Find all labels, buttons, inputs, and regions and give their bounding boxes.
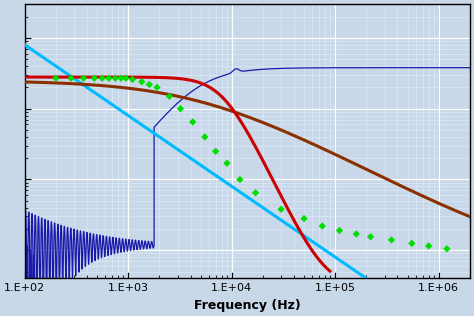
Point [138, 79, 146, 84]
Point [111, 76, 119, 81]
Point [252, 190, 259, 195]
Point [67, 76, 75, 81]
Point [408, 241, 416, 246]
Point [201, 134, 209, 139]
Point [388, 237, 395, 242]
Point [105, 76, 113, 81]
Point [336, 228, 343, 233]
Point [80, 76, 87, 81]
Point [99, 76, 106, 81]
Point [353, 231, 360, 236]
Point [319, 223, 326, 228]
Point [52, 76, 60, 81]
X-axis label: Frequency (Hz): Frequency (Hz) [194, 299, 301, 312]
Point [129, 77, 137, 82]
Point [189, 119, 197, 125]
Point [153, 85, 161, 90]
Point [117, 76, 125, 81]
Point [212, 149, 219, 154]
Point [367, 234, 374, 239]
Point [277, 207, 285, 212]
Point [165, 94, 173, 99]
Point [236, 177, 244, 182]
Point [443, 246, 451, 251]
Point [91, 76, 98, 81]
Point [177, 106, 184, 111]
Point [223, 161, 231, 166]
Point [425, 243, 432, 248]
Point [300, 216, 308, 221]
Point [122, 76, 130, 81]
Point [146, 82, 153, 87]
